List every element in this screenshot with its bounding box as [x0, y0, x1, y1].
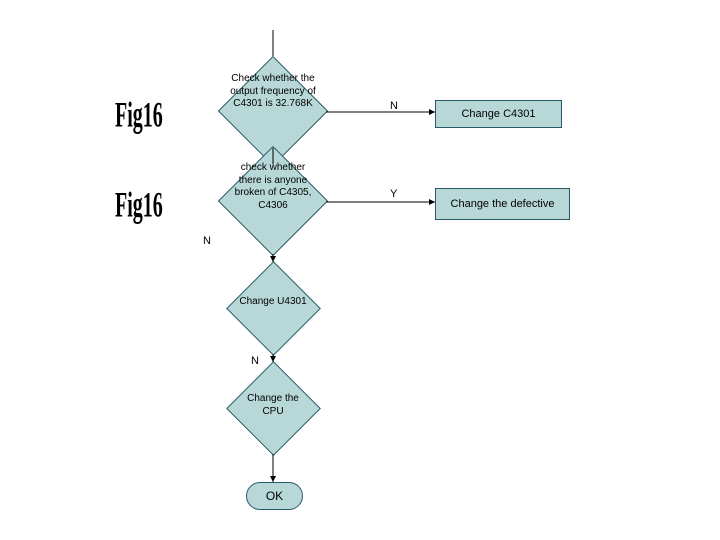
- edge-label-n3: N: [251, 355, 259, 367]
- decision-change-cpu: [226, 361, 321, 456]
- decision-check-broken: [218, 146, 328, 256]
- action-change-defective: Change the defective: [435, 188, 570, 220]
- edge-label-n2: N: [203, 235, 211, 247]
- action-change-c4301: Change C4301: [435, 100, 562, 128]
- decision-change-u4301: [226, 261, 321, 356]
- edge-label-y: Y: [390, 188, 397, 200]
- terminal-ok: OK: [246, 482, 303, 510]
- edge-label-n1: N: [390, 100, 398, 112]
- figure-label-2: Fig16: [115, 186, 163, 227]
- figure-label-1: Fig16: [115, 96, 163, 137]
- connector-lines: [0, 0, 720, 540]
